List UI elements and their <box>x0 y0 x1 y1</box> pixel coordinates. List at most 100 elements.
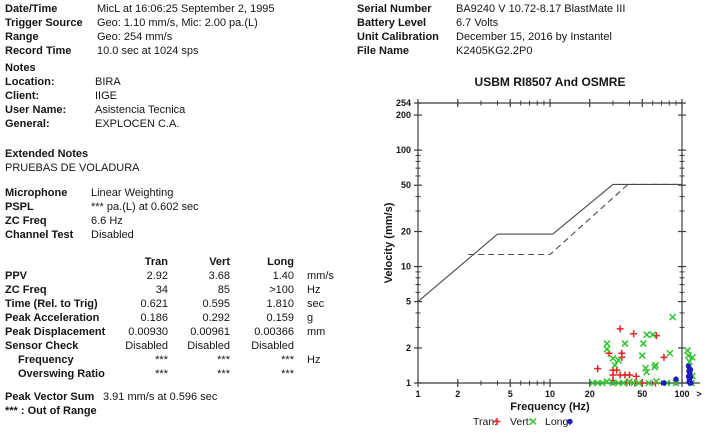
vert-point <box>672 379 680 387</box>
field-label: ZC Freq <box>5 215 47 227</box>
peak-vector-sum-label: Peak Vector Sum <box>5 391 95 403</box>
field-value: 6.6 Hz <box>91 215 123 227</box>
curve-usbm-ri8507 <box>417 183 682 303</box>
microphone-block: Microphone Linear Weighting PSPL *** pa.(L)… <box>5 186 199 242</box>
results-header-row: Tran Vert Long <box>5 255 334 269</box>
field-value: December 15, 2016 by Instantel <box>456 31 612 43</box>
results-value: 0.00930 <box>128 326 168 338</box>
results-value: 34 <box>155 284 168 296</box>
vert-point <box>630 379 638 387</box>
field-row: Range Geo: 254 mm/s <box>5 30 275 44</box>
results-row-label: Peak Displacement <box>5 326 106 338</box>
field-value: IIGE <box>95 90 118 102</box>
tran-point <box>638 379 646 387</box>
results-value: Disabled <box>187 340 230 352</box>
x-axis-label: Frequency (Hz) <box>510 401 590 413</box>
y-tick-label: 50 <box>401 180 411 190</box>
vert-point <box>683 347 691 355</box>
results-value: 3.68 <box>208 270 230 282</box>
y-tick-label: 20 <box>401 227 411 237</box>
field-row: Client: IIGE <box>5 89 185 103</box>
vert-point <box>666 349 674 357</box>
legend-circle-icon <box>567 418 573 425</box>
results-row: Overswing Ratio *** *** *** <box>5 367 334 381</box>
field-row: General: EXPLOCEN C.A. <box>5 117 185 131</box>
extended-notes-block: Extended Notes PRUEBAS DE VOLADURA <box>5 147 139 175</box>
results-unit: Hz <box>307 354 321 366</box>
long-point <box>688 380 694 386</box>
field-label: Channel Test <box>5 229 74 241</box>
field-row: ZC Freq 6.6 Hz <box>5 214 199 228</box>
results-value: 0.159 <box>266 312 294 324</box>
field-value: 10.0 sec at 1024 sps <box>97 45 199 57</box>
tran-point <box>625 371 633 379</box>
results-row: Peak Displacement 0.00930 0.00961 0.00366 mm <box>5 325 334 339</box>
results-value: 0.186 <box>140 312 168 324</box>
results-value: 0.621 <box>140 298 168 310</box>
results-value: *** <box>281 368 294 380</box>
tran-point <box>632 372 640 380</box>
vert-point <box>643 368 651 376</box>
results-unit: Hz <box>307 284 321 296</box>
tran-point <box>616 325 624 333</box>
results-row: Peak Acceleration 0.186 0.292 0.159 g <box>5 311 334 325</box>
results-column-header: Long <box>267 256 294 268</box>
vert-point <box>652 377 660 386</box>
field-value: Disabled <box>91 229 134 241</box>
field-row: Microphone Linear Weighting <box>5 186 199 200</box>
notes-title: Notes <box>5 62 36 74</box>
field-label: PSPL <box>5 201 34 213</box>
field-label: Microphone <box>5 187 68 199</box>
legend-label-vert: Vert: <box>510 416 532 428</box>
results-value: 85 <box>217 284 230 296</box>
unit-info-block: Serial Number BA9240 V 10.72-8.17 BlastMa… <box>357 2 625 58</box>
field-row: Location: BIRA <box>5 75 185 89</box>
field-label: Date/Time <box>5 3 58 15</box>
vert-point <box>635 379 643 387</box>
y-tick-label: 100 <box>396 145 411 155</box>
field-value: 6.7 Volts <box>456 17 499 29</box>
x-overflow-label: > <box>696 389 701 399</box>
usbm-osmre-chart: USBM RI8507 And OSMRE Velocity (mm/s) Freq… <box>383 75 702 428</box>
field-label: Trigger Source <box>5 17 83 29</box>
field-row: PSPL *** pa.(L) at 0.602 sec <box>5 200 199 214</box>
vert-point <box>614 356 622 364</box>
x-tick-label: 100 <box>674 389 689 399</box>
results-value: *** <box>155 354 168 366</box>
long-point <box>661 380 667 386</box>
vert-point <box>688 353 696 361</box>
legend-label-long: Long: <box>545 416 571 428</box>
y-axis-label: Velocity (mm/s) <box>383 202 395 283</box>
vert-point <box>619 379 627 387</box>
results-value: 1.40 <box>272 270 294 282</box>
results-value: 0.00366 <box>254 326 294 338</box>
y-tick-label: 10 <box>401 262 411 272</box>
field-label: Record Time <box>5 45 72 57</box>
field-label: General: <box>5 118 50 130</box>
results-value: 0.595 <box>202 298 230 310</box>
results-unit <box>294 339 334 353</box>
vert-point <box>611 361 619 369</box>
field-row: Battery Level 6.7 Volts <box>357 16 625 30</box>
results-row: Frequency *** *** *** Hz <box>5 353 334 367</box>
y-tick-label: 254 <box>396 98 411 108</box>
field-value: K2405KG2.2P0 <box>456 45 533 57</box>
tran-point <box>631 379 639 387</box>
results-unit: sec <box>307 298 325 310</box>
legend-label-tran: Tran: <box>473 416 497 428</box>
results-value: 1.810 <box>266 298 294 310</box>
results-row-label: Peak Acceleration <box>5 312 100 324</box>
results-row: ZC Freq 34 85 >100 Hz <box>5 283 334 297</box>
curve-osmre <box>468 183 682 256</box>
results-row-label: Overswing Ratio <box>18 368 105 380</box>
vert-point <box>609 354 617 362</box>
field-value: Geo: 254 mm/s <box>97 31 173 43</box>
vert-point <box>603 345 611 353</box>
field-value: BA9240 V 10.72-8.17 BlastMate III <box>456 3 626 15</box>
vert-point <box>638 352 646 360</box>
results-row-label: PPV <box>5 270 28 282</box>
field-label: Client: <box>5 90 40 102</box>
x-tick-label: 50 <box>637 389 647 399</box>
vert-point <box>621 340 629 348</box>
field-label: User Name: <box>5 104 67 116</box>
